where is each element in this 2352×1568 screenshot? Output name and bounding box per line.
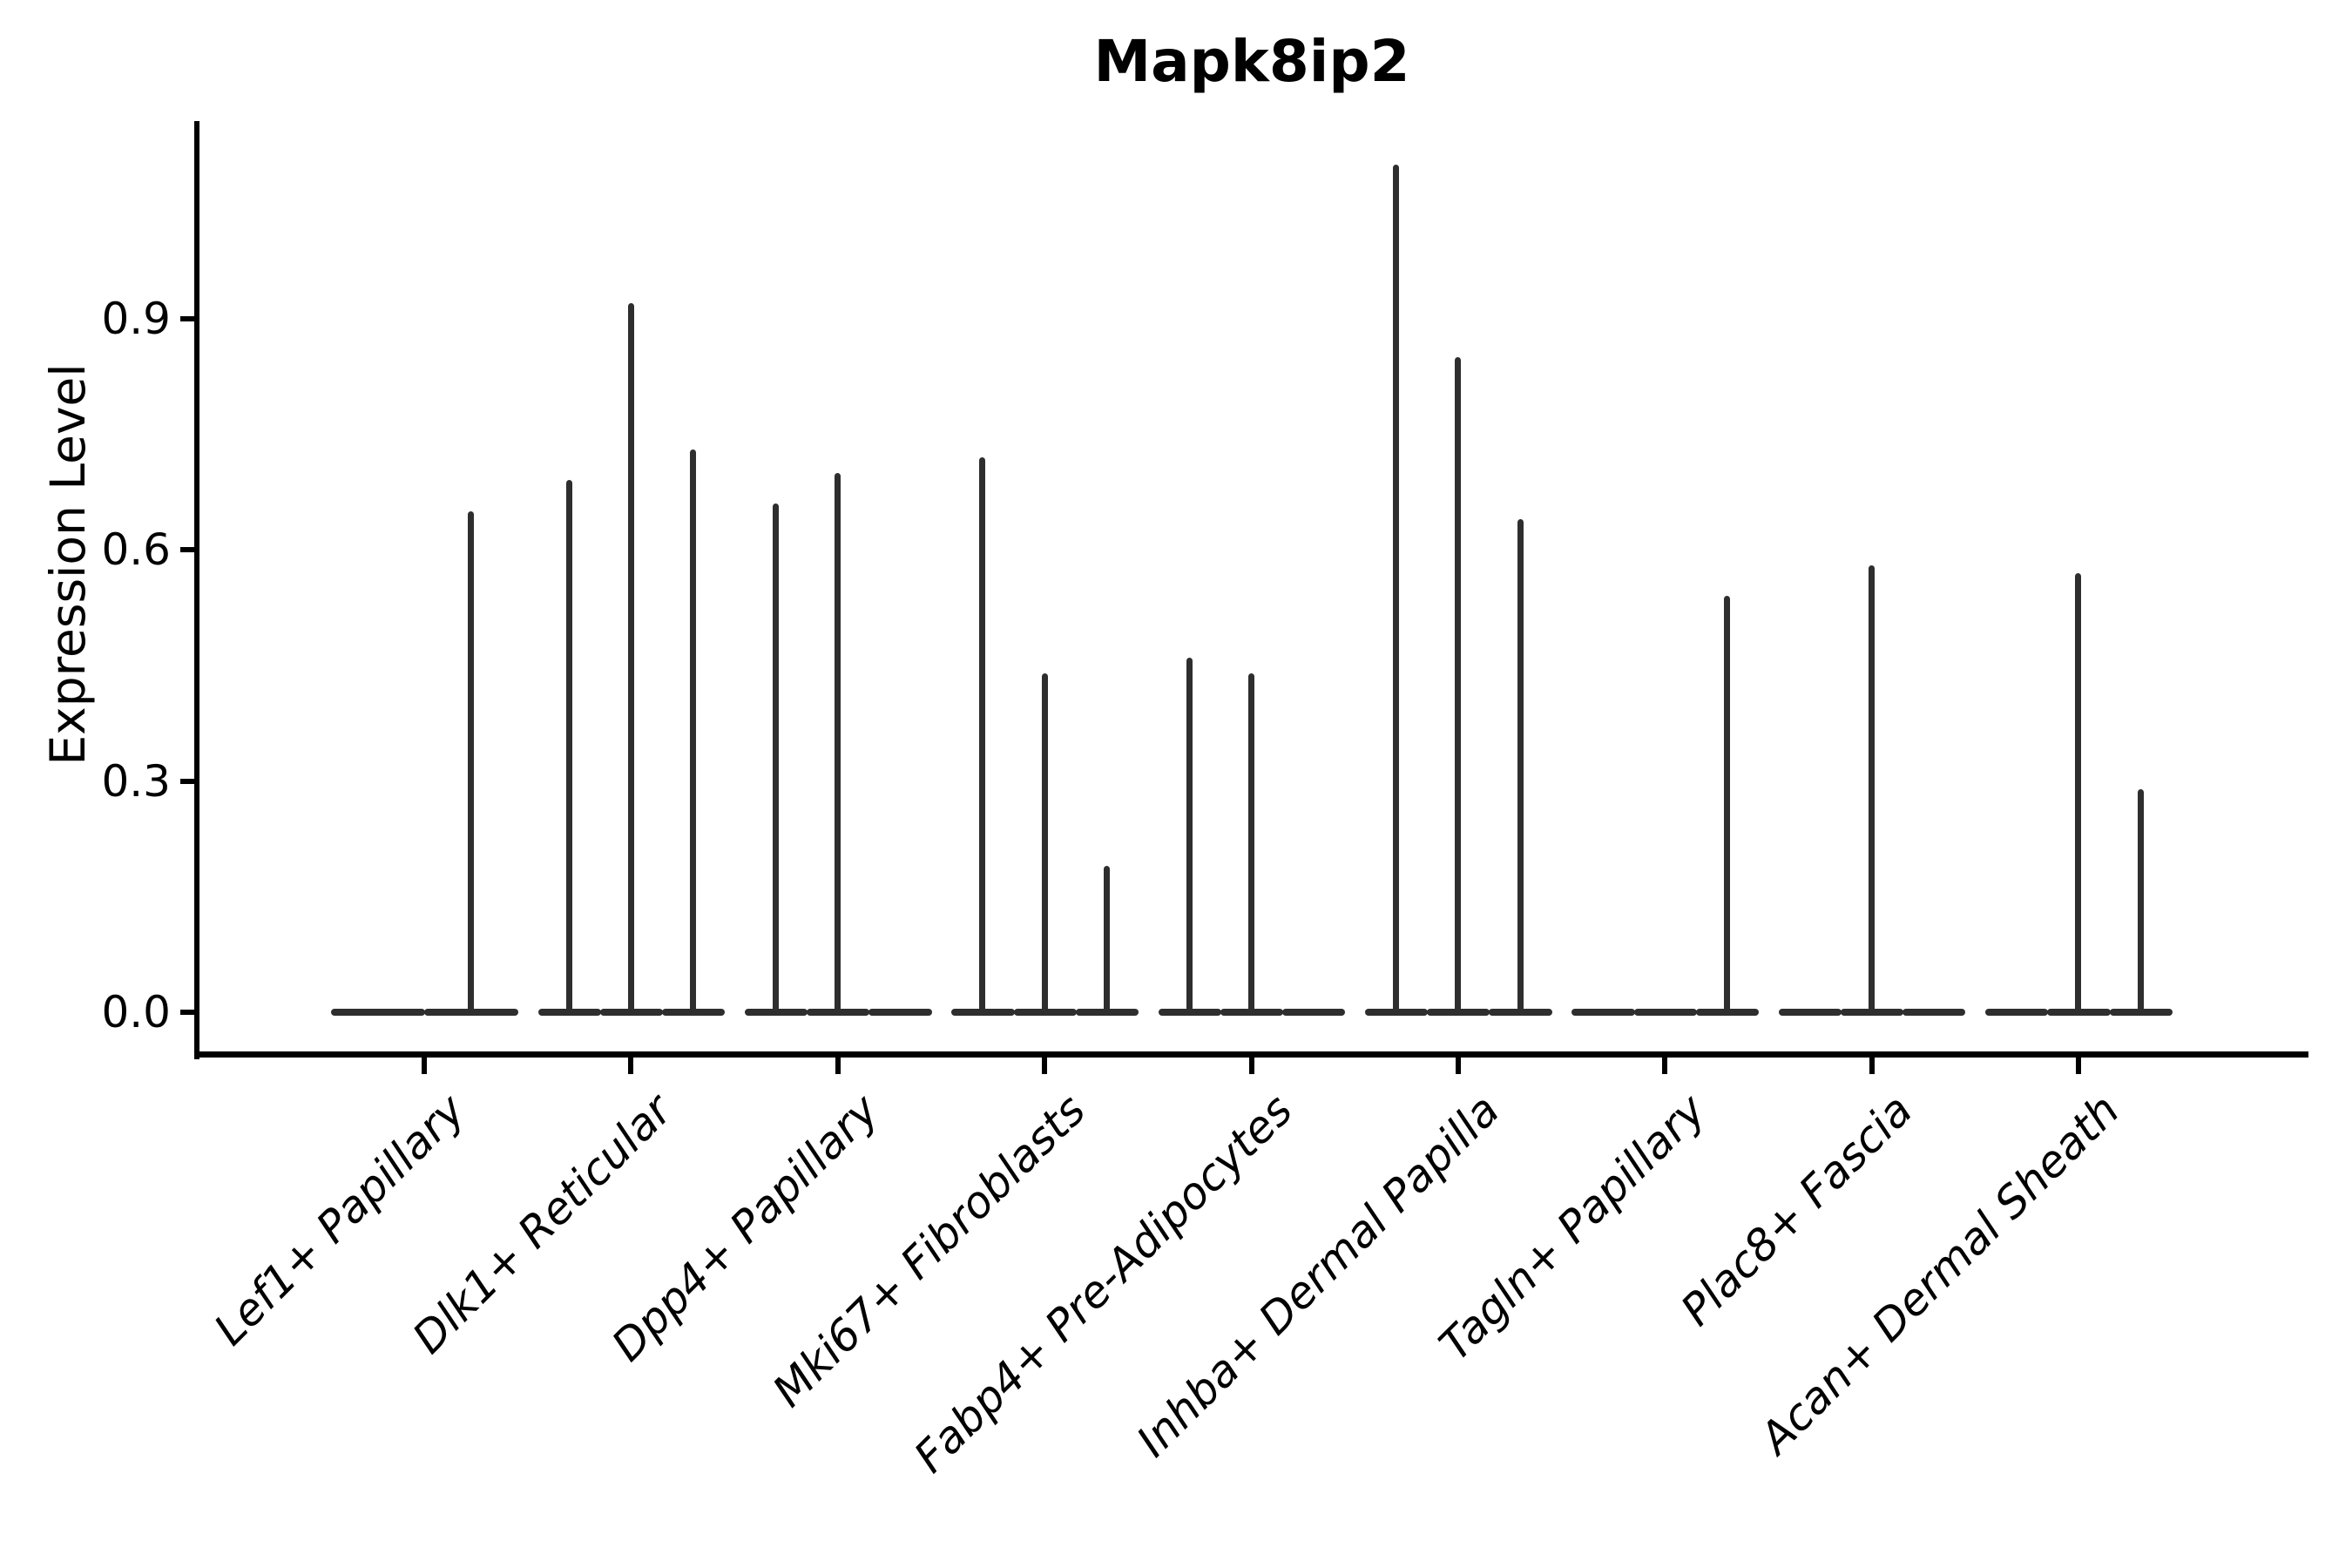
violin-spike	[835, 472, 841, 1015]
y-tick-mark	[180, 547, 197, 553]
x-tick-mark	[1662, 1058, 1668, 1074]
y-tick-label: 0.3	[101, 755, 171, 807]
violin-spike	[627, 302, 634, 1015]
violin-spike	[1517, 518, 1524, 1015]
x-tick-mark	[628, 1058, 634, 1074]
violin-spike	[1393, 164, 1400, 1015]
violin-base	[1633, 1009, 1697, 1017]
y-tick-mark	[180, 315, 197, 321]
y-axis-spine	[194, 121, 199, 1059]
y-tick-mark	[180, 778, 197, 784]
x-tick-mark	[422, 1058, 428, 1074]
plot-title: Mapk8ip2	[1093, 28, 1410, 95]
violin-spike	[2075, 572, 2082, 1015]
x-tick-mark	[1042, 1058, 1048, 1074]
violin-base	[1282, 1009, 1346, 1017]
x-axis-spine	[194, 1051, 2308, 1058]
violin-spike	[2137, 788, 2144, 1015]
violin-spike	[1041, 672, 1048, 1015]
x-tick-mark	[1455, 1058, 1461, 1074]
violin-spike	[565, 480, 572, 1015]
x-tick-label: Acan+ Dermal Sheath	[1750, 1085, 2130, 1463]
violin-spike	[690, 449, 697, 1015]
violin-spike	[1455, 356, 1462, 1015]
y-tick-label: 0.0	[101, 987, 171, 1038]
y-tick-label: 0.6	[101, 524, 171, 576]
x-tick-mark	[1248, 1058, 1254, 1074]
violin-spike	[1186, 658, 1193, 1015]
x-tick-mark	[835, 1058, 841, 1074]
violin-spike	[1869, 564, 1876, 1015]
violin-spike	[1723, 596, 1730, 1015]
x-tick-mark	[1869, 1058, 1875, 1074]
violin-base	[1985, 1009, 2049, 1017]
violin-spike	[1103, 866, 1110, 1015]
x-tick-mark	[2075, 1058, 2081, 1074]
y-tick-mark	[180, 1010, 197, 1016]
x-tick-label: Inhba+ Dermal Papilla	[1126, 1085, 1510, 1467]
violin-base	[331, 1009, 426, 1017]
violin-base	[868, 1009, 932, 1017]
violin-spike	[1248, 672, 1254, 1015]
violin-spike	[467, 510, 474, 1015]
violin-spike	[979, 456, 986, 1015]
x-tick-label: Fabp4+ Pre-Adipocytes	[904, 1085, 1302, 1483]
violin-base	[1571, 1009, 1635, 1017]
violin-spike	[773, 504, 780, 1015]
violin-base	[1778, 1009, 1842, 1017]
y-tick-label: 0.9	[101, 293, 171, 344]
violin-base	[1903, 1009, 1966, 1017]
